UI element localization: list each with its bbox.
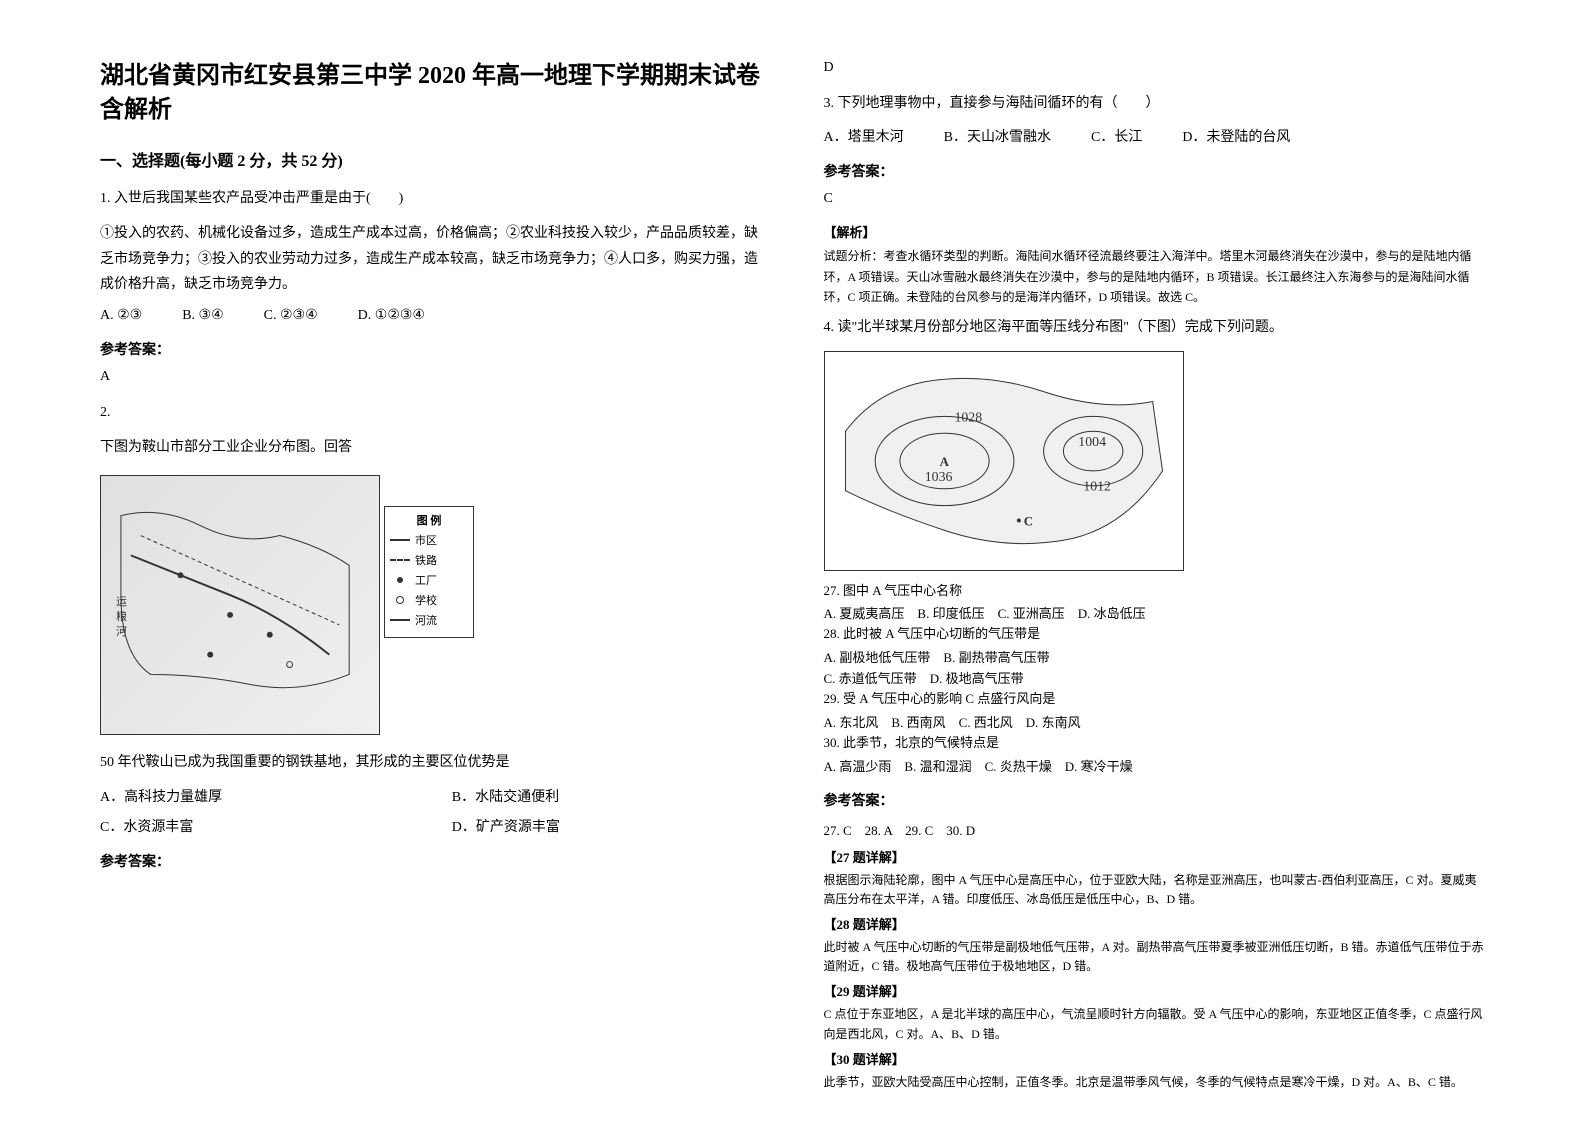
legend-district: 市区 bbox=[415, 532, 437, 548]
question-4: 4. 读"北半球某月份部分地区海平面等压线分布图"（下图）完成下列问题。 102… bbox=[824, 315, 1488, 1097]
q27-a: A. 夏威夷高压 bbox=[824, 606, 905, 621]
left-column: 湖北省黄冈市红安县第三中学 2020 年高一地理下学期期末试卷含解析 一、选择题… bbox=[100, 60, 764, 1062]
q4-weather-map: 1028 1036 1004 1012 A C bbox=[824, 351, 1184, 571]
q2-map-image: 运 粮 河 图 例 市区 铁路 工厂 学校 河流 bbox=[100, 475, 380, 735]
pressure-1028: 1028 bbox=[954, 410, 982, 425]
sol27-text: 根据图示海陆轮廓，图中 A 气压中心是高压中心，位于亚欧大陆，名称是亚洲高压，也… bbox=[824, 871, 1488, 909]
legend-school: 学校 bbox=[415, 592, 437, 608]
point-a: A bbox=[939, 455, 949, 469]
q30-a: A. 高温少雨 bbox=[824, 759, 892, 774]
sol30-header: 【30 题详解】 bbox=[824, 1049, 1488, 1068]
pressure-1004: 1004 bbox=[1078, 435, 1106, 450]
weather-map-svg: 1028 1036 1004 1012 A C bbox=[825, 352, 1183, 570]
pressure-1012: 1012 bbox=[1083, 479, 1111, 494]
question-3: 3. 下列地理事物中，直接参与海陆间循环的有（ ） A．塔里木河 B．天山冰雪融… bbox=[824, 91, 1488, 315]
map-legend: 图 例 市区 铁路 工厂 学校 河流 bbox=[384, 506, 474, 638]
q3-analysis-header: 【解析】 bbox=[824, 222, 1488, 241]
q30-d: D. 寒冷干燥 bbox=[1065, 759, 1133, 774]
q27-num: 27. bbox=[824, 583, 840, 598]
point-c: C bbox=[1023, 514, 1032, 528]
q27-text: 图中 A 气压中心名称 bbox=[843, 583, 962, 598]
q2-opt-b: B．水陆交通便利 bbox=[452, 786, 764, 806]
q28: 28. 此时被 A 气压中心切断的气压带是 A. 副极地低气压带 B. 副热带高… bbox=[824, 624, 1488, 687]
q28-num: 28. bbox=[824, 626, 840, 641]
q1-answer-label: 参考答案： bbox=[100, 339, 764, 359]
q28-c: C. 赤道低气压带 bbox=[824, 671, 917, 686]
svg-text:河: 河 bbox=[116, 625, 127, 638]
q2-subtext: 50 年代鞍山已成为我国重要的钢铁基地，其形成的主要区位优势是 bbox=[100, 750, 764, 775]
sol29-header: 【29 题详解】 bbox=[824, 981, 1488, 1000]
q4-answer-line: 27. C 28. A 29. C 30. D bbox=[824, 820, 1488, 839]
q3-opt-a: A．塔里木河 bbox=[824, 126, 904, 146]
section-header: 一、选择题(每小题 2 分，共 52 分) bbox=[100, 147, 764, 171]
sol28-text: 此时被 A 气压中心切断的气压带是副极地低气压带，A 对。副热带高气压带夏季被亚… bbox=[824, 938, 1488, 976]
q4-answer-label: 参考答案： bbox=[824, 790, 1488, 810]
q30-text: 此季节，北京的气候特点是 bbox=[843, 735, 999, 750]
q2-options: A．高科技力量雄厚 B．水陆交通便利 C．水资源丰富 D．矿产资源丰富 bbox=[100, 786, 764, 836]
sol28-header: 【28 题详解】 bbox=[824, 914, 1488, 933]
q1-opt-a: A. ②③ bbox=[100, 307, 142, 324]
q1-text: 入世后我国某些农产品受冲击严重是由于( ) bbox=[114, 191, 403, 206]
q3-opt-c: C．长江 bbox=[1091, 126, 1142, 146]
q2-text: 下图为鞍山市部分工业企业分布图。回答 bbox=[100, 435, 764, 460]
q27-b: B. 印度低压 bbox=[917, 606, 984, 621]
q29-a: A. 东北风 bbox=[824, 715, 879, 730]
q28-d: D. 极地高气压带 bbox=[930, 671, 1024, 686]
q29-d: D. 东南风 bbox=[1026, 715, 1081, 730]
q3-analysis: 试题分析：考查水循环类型的判断。海陆间水循环径流最终要注入海洋中。塔里木河最终消… bbox=[824, 246, 1488, 307]
q2-answer: D bbox=[824, 60, 1488, 76]
q1-detail: ①投入的农药、机械化设备过多，造成生产成本过高，价格偏高；②农业科技投入较少，产… bbox=[100, 221, 764, 297]
q29: 29. 受 A 气压中心的影响 C 点盛行风向是 A. 东北风 B. 西南风 C… bbox=[824, 689, 1488, 731]
legend-railway: 铁路 bbox=[415, 552, 437, 568]
q29-b: B. 西南风 bbox=[891, 715, 945, 730]
q4-number: 4. bbox=[824, 320, 835, 335]
q3-opt-b: B．天山冰雪融水 bbox=[944, 126, 1051, 146]
q4-text: 读"北半球某月份部分地区海平面等压线分布图"（下图）完成下列问题。 bbox=[838, 320, 1283, 335]
document-title: 湖北省黄冈市红安县第三中学 2020 年高一地理下学期期末试卷含解析 bbox=[100, 60, 764, 127]
q3-options: A．塔里木河 B．天山冰雪融水 C．长江 D．未登陆的台风 bbox=[824, 126, 1488, 146]
q3-text: 下列地理事物中，直接参与海陆间循环的有（ ） bbox=[838, 96, 1160, 111]
map-svg: 运 粮 河 bbox=[101, 476, 379, 734]
q28-b: B. 副热带高气压带 bbox=[943, 650, 1049, 665]
q3-answer-label: 参考答案： bbox=[824, 161, 1488, 181]
q2-number: 2. bbox=[100, 400, 764, 425]
legend-factory: 工厂 bbox=[415, 572, 437, 588]
question-1: 1. 入世后我国某些农产品受冲击严重是由于( ) ①投入的农药、机械化设备过多，… bbox=[100, 186, 764, 400]
q30: 30. 此季节，北京的气候特点是 A. 高温少雨 B. 温和湿润 C. 炎热干燥… bbox=[824, 733, 1488, 775]
q30-c: C. 炎热干燥 bbox=[985, 759, 1052, 774]
q27-d: D. 冰岛低压 bbox=[1078, 606, 1146, 621]
q29-c: C. 西北风 bbox=[959, 715, 1013, 730]
pressure-1036: 1036 bbox=[924, 469, 952, 484]
q2-opt-a: A．高科技力量雄厚 bbox=[100, 786, 412, 806]
q2-answer-label: 参考答案： bbox=[100, 851, 764, 871]
q29-num: 29. bbox=[824, 691, 840, 706]
q27: 27. 图中 A 气压中心名称 A. 夏威夷高压 B. 印度低压 C. 亚洲高压… bbox=[824, 581, 1488, 623]
q1-answer: A bbox=[100, 369, 764, 385]
q27-c: C. 亚洲高压 bbox=[998, 606, 1065, 621]
q28-text: 此时被 A 气压中心切断的气压带是 bbox=[843, 626, 1040, 641]
q1-opt-b: B. ③④ bbox=[182, 307, 223, 324]
q2-opt-d: D．矿产资源丰富 bbox=[452, 816, 764, 836]
sol30-text: 此季节，亚欧大陆受高压中心控制，正值冬季。北京是温带季风气候，冬季的气候特点是寒… bbox=[824, 1073, 1488, 1092]
right-column: D 3. 下列地理事物中，直接参与海陆间循环的有（ ） A．塔里木河 B．天山冰… bbox=[824, 60, 1488, 1062]
q29-text: 受 A 气压中心的影响 C 点盛行风向是 bbox=[843, 691, 1055, 706]
svg-text:运: 运 bbox=[116, 595, 127, 608]
legend-title: 图 例 bbox=[390, 512, 468, 528]
svg-text:粮: 粮 bbox=[116, 609, 127, 623]
q30-num: 30. bbox=[824, 735, 840, 750]
q3-answer: C bbox=[824, 191, 1488, 207]
question-2: 2. 下图为鞍山市部分工业企业分布图。回答 运 粮 河 bbox=[100, 400, 764, 881]
q3-opt-d: D．未登陆的台风 bbox=[1182, 126, 1290, 146]
sol27-header: 【27 题详解】 bbox=[824, 847, 1488, 866]
q1-opt-c: C. ②③④ bbox=[264, 307, 318, 324]
q30-b: B. 温和湿润 bbox=[904, 759, 971, 774]
q1-number: 1. bbox=[100, 191, 111, 206]
q2-opt-c: C．水资源丰富 bbox=[100, 816, 412, 836]
q1-options: A. ②③ B. ③④ C. ②③④ D. ①②③④ bbox=[100, 307, 764, 324]
legend-river: 河流 bbox=[415, 612, 437, 628]
q3-number: 3. bbox=[824, 96, 835, 111]
q28-a: A. 副极地低气压带 bbox=[824, 650, 931, 665]
sol29-text: C 点位于东亚地区，A 是北半球的高压中心，气流呈顺时针方向辐散。受 A 气压中… bbox=[824, 1005, 1488, 1043]
q1-opt-d: D. ①②③④ bbox=[358, 307, 425, 324]
